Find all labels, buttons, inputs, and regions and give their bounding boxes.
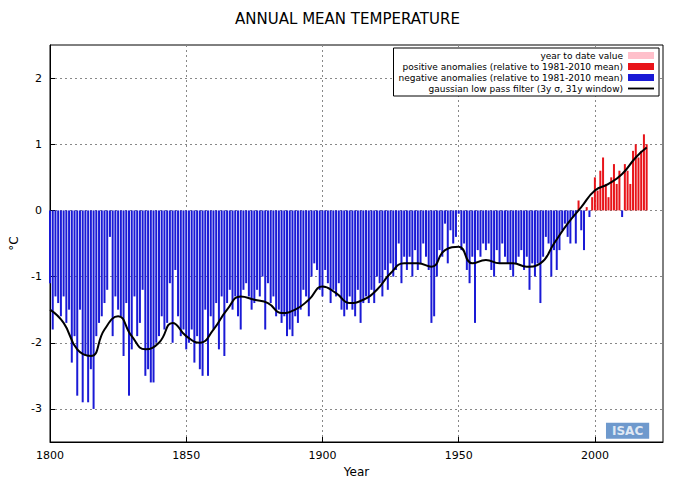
svg-text:2: 2 bbox=[35, 72, 42, 85]
svg-text:year to date value: year to date value bbox=[540, 51, 623, 61]
svg-text:-2: -2 bbox=[31, 336, 42, 349]
svg-text:1: 1 bbox=[35, 138, 42, 151]
svg-text:Year: Year bbox=[343, 465, 369, 479]
svg-text:ANNUAL MEAN TEMPERATURE: ANNUAL MEAN TEMPERATURE bbox=[235, 10, 460, 28]
svg-text:ISAC: ISAC bbox=[612, 424, 643, 438]
svg-text:1800: 1800 bbox=[36, 449, 64, 462]
svg-text:1950: 1950 bbox=[445, 449, 473, 462]
svg-text:°C: °C bbox=[7, 236, 21, 250]
svg-text:1850: 1850 bbox=[172, 449, 200, 462]
svg-text:-1: -1 bbox=[31, 270, 42, 283]
svg-text:2000: 2000 bbox=[581, 449, 609, 462]
svg-text:0: 0 bbox=[35, 204, 42, 217]
svg-text:gaussian low pass filter (3y σ: gaussian low pass filter (3y σ, 31y wind… bbox=[428, 84, 623, 94]
svg-text:negative anomalies (relative t: negative anomalies (relative to 1981-201… bbox=[399, 73, 624, 83]
svg-text:-3: -3 bbox=[31, 402, 42, 415]
svg-text:1900: 1900 bbox=[308, 449, 336, 462]
svg-text:positive anomalies (relative t: positive anomalies (relative to 1981-201… bbox=[403, 62, 623, 72]
